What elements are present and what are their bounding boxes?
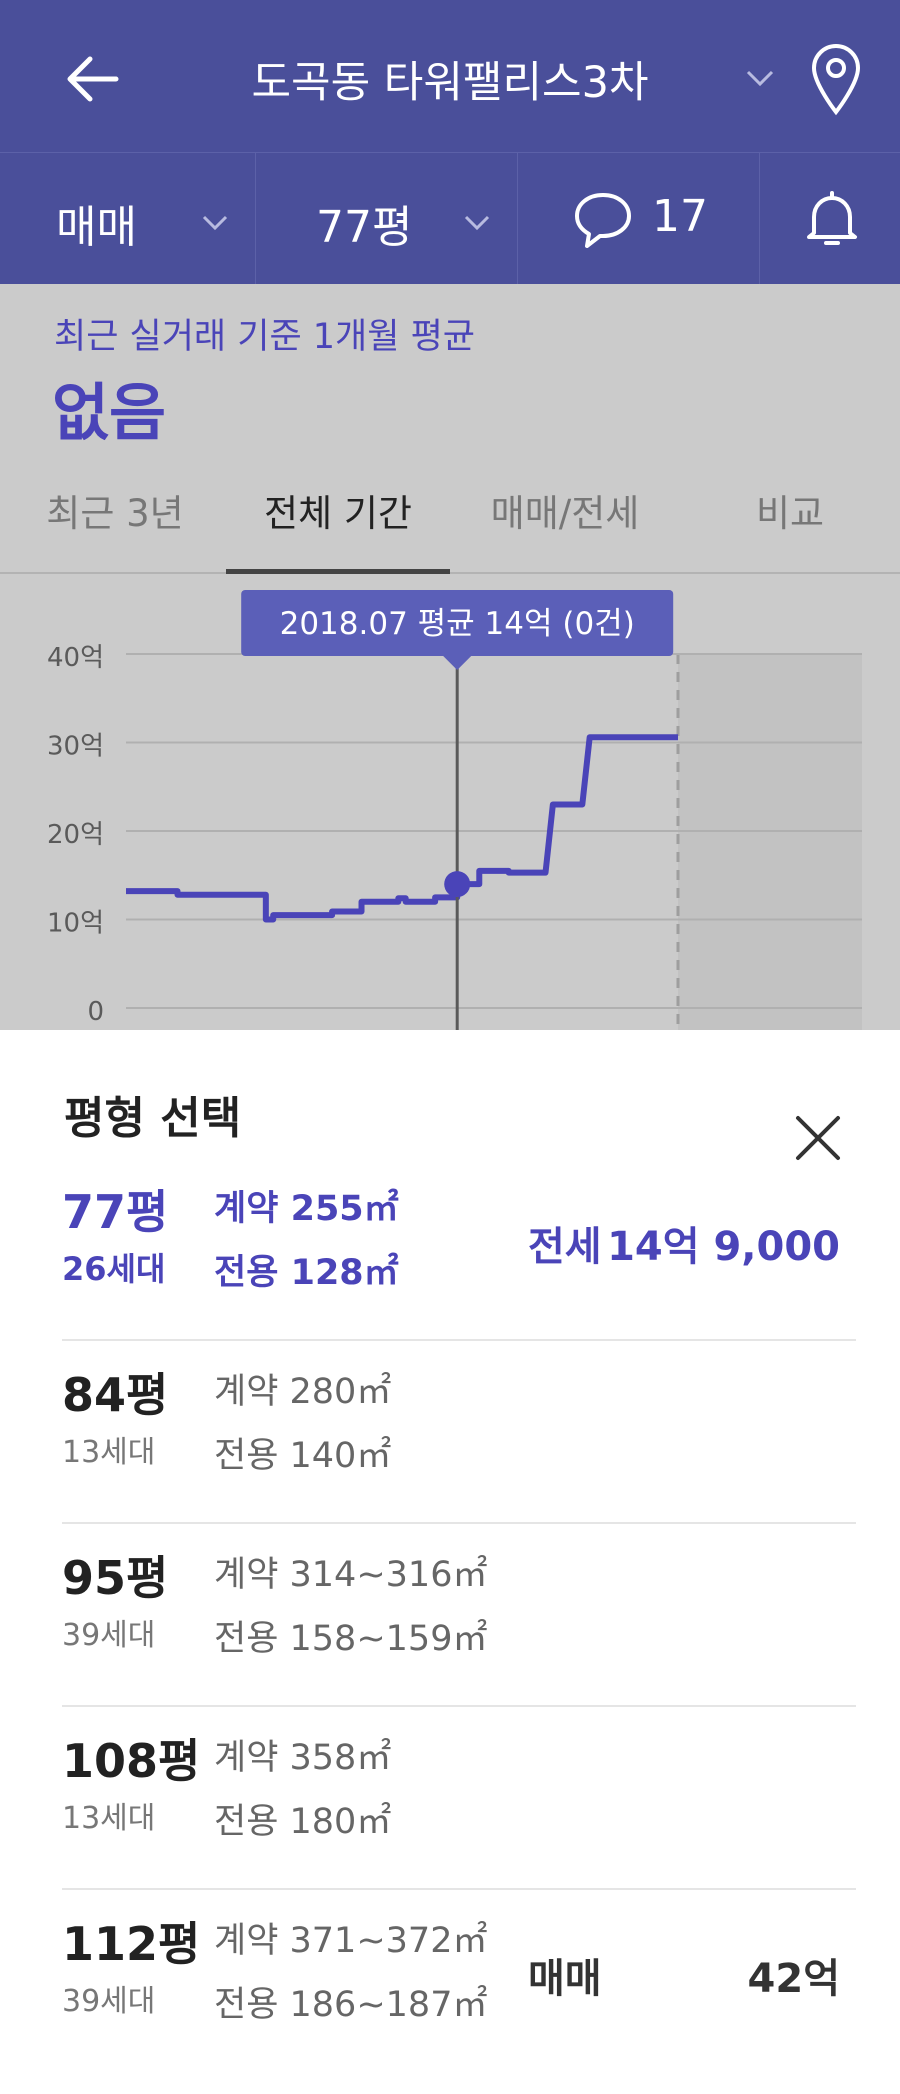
exclusive-area: 전용 180㎡ (214, 1802, 392, 1842)
price-chart[interactable]: 40억 30억 20억 10억 0 2018.07 평균 14억 (0건) (0, 574, 900, 1034)
household-count: 26세대 (62, 1250, 166, 1288)
contract-area: 계약 358㎡ (214, 1738, 392, 1778)
speech-bubble-icon (575, 193, 631, 248)
size-option-95[interactable]: 95평 39세대 계약 314~316㎡ 전용 158~159㎡ (62, 1524, 856, 1707)
size-label: 77평 (62, 1185, 169, 1239)
close-button[interactable] (790, 1110, 846, 1166)
map-pin-icon (811, 44, 861, 116)
size-label: 84평 (62, 1368, 169, 1422)
trade-type-selector[interactable]: 매매 (0, 153, 256, 285)
summary-caption: 최근 실거래 기준 1개월 평균 (54, 317, 475, 357)
comments-button[interactable]: 17 (518, 153, 760, 285)
y-tick-label: 30억 (47, 732, 104, 762)
size-selector[interactable]: 77평 (256, 153, 518, 285)
filter-bar: 매매 77평 17 (0, 152, 900, 285)
size-option-108[interactable]: 108평 13세대 계약 358㎡ 전용 180㎡ (62, 1707, 856, 1890)
y-tick-label: 20억 (47, 820, 104, 850)
size-label: 112평 (62, 1917, 201, 1971)
exclusive-area: 전용 140㎡ (214, 1436, 392, 1476)
sheet-title: 평형 선택 (64, 1093, 242, 1144)
contract-area: 계약 314~316㎡ (214, 1555, 488, 1595)
trade-type-label: 매매 (56, 202, 137, 253)
chevron-down-icon (202, 215, 228, 231)
tooltip-arrow (443, 656, 472, 670)
period-tabs: 최근 3년 전체 기간 매매/전세 비교 (0, 474, 900, 574)
price-chart-svg: 40억 30억 20억 10억 0 2018.07 평균 14억 (0건) (47, 590, 862, 1034)
household-count: 13세대 (62, 1801, 156, 1836)
highlight-point (444, 871, 471, 898)
size-option-77[interactable]: 77평 26세대 계약 255㎡ 전용 128㎡ 전세 14억 9,000 (62, 1158, 856, 1341)
future-region (678, 654, 862, 1034)
y-tick-label: 0 (87, 997, 104, 1027)
bell-icon (807, 191, 857, 245)
contract-area: 계약 371~372㎡ (214, 1921, 488, 1961)
price: 14억 9,000 (607, 1224, 840, 1270)
notification-button[interactable] (760, 153, 900, 285)
size-label: 77평 (316, 202, 413, 253)
summary-value: 없음 (52, 376, 167, 449)
contract-area: 계약 280㎡ (214, 1372, 392, 1412)
arrow-left-icon (67, 56, 119, 102)
household-count: 39세대 (62, 1618, 156, 1653)
size-option-84[interactable]: 84평 13세대 계약 280㎡ 전용 140㎡ (62, 1341, 856, 1524)
back-button[interactable] (60, 44, 130, 114)
contract-area: 계약 255㎡ (214, 1189, 399, 1229)
chevron-down-icon (464, 215, 490, 231)
y-tick-label: 40억 (47, 643, 104, 673)
comment-count: 17 (652, 191, 708, 242)
top-app-bar: 도곡동 타워팰리스3차 (0, 0, 900, 152)
exclusive-area: 전용 128㎡ (214, 1253, 399, 1293)
tab-compare[interactable]: 비교 (755, 492, 825, 535)
tab-all-periods[interactable]: 전체 기간 (226, 474, 450, 574)
size-label: 108평 (62, 1734, 201, 1788)
chevron-down-icon (746, 70, 774, 87)
tab-recent-3-years[interactable]: 최근 3년 (46, 492, 184, 535)
household-count: 13세대 (62, 1435, 156, 1470)
price-line (126, 734, 678, 923)
trade-type: 전세 (528, 1224, 602, 1270)
complex-title[interactable]: 도곡동 타워팰리스3차 (251, 58, 649, 108)
exclusive-area: 전용 186~187㎡ (214, 1985, 488, 2025)
household-count: 39세대 (62, 1984, 156, 2019)
trade-type: 매매 (528, 1956, 602, 2002)
y-tick-label: 10억 (47, 909, 104, 939)
price: 42억 (747, 1956, 840, 2002)
exclusive-area: 전용 158~159㎡ (214, 1619, 488, 1659)
size-option-112[interactable]: 112평 39세대 계약 371~372㎡ 전용 186~187㎡ 매매 42억 (62, 1890, 856, 2073)
location-button[interactable] (806, 40, 866, 120)
tooltip-text: 2018.07 평균 14억 (0건) (280, 606, 635, 642)
size-label: 95평 (62, 1551, 169, 1605)
tooltip-box (241, 590, 674, 656)
close-icon (796, 1116, 840, 1160)
size-select-sheet: 평형 선택 77평 26세대 계약 255㎡ 전용 128㎡ 전세 14억 9,… (0, 1030, 900, 2094)
title-dropdown[interactable] (742, 60, 778, 96)
price-summary: 최근 실거래 기준 1개월 평균 없음 최근 3년 전체 기간 매매/전세 비교 (0, 284, 900, 574)
tab-sale-jeonse[interactable]: 매매/전세 (490, 492, 640, 535)
